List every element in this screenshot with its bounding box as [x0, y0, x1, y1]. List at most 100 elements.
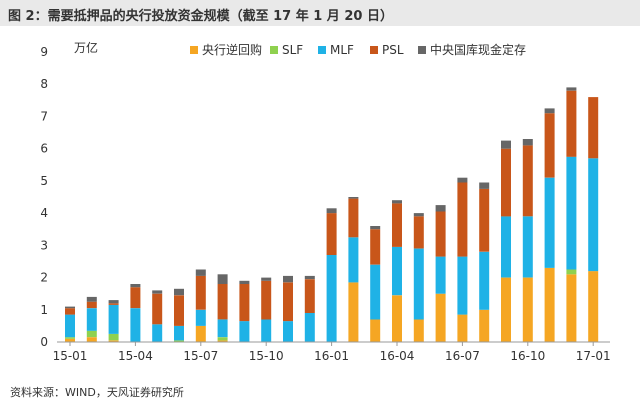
x-axis-ticks: 15-01 15-04 15-07 15-10 16-01 16-04 16-07 16-10…: [53, 342, 611, 363]
bar-segment-4: [566, 87, 577, 91]
bar-segment-3: [86, 301, 97, 309]
legend-label-3: PSL: [382, 43, 404, 57]
bar-segment-0: [457, 314, 468, 342]
bar-segment-2: [370, 264, 381, 320]
bar-segment-4: [413, 213, 424, 217]
bar-segment-3: [435, 211, 446, 257]
bar-segment-3: [413, 216, 424, 249]
bar-segment-4: [501, 140, 511, 149]
legend-label-0: 央行逆回购: [202, 42, 262, 57]
y-tick-label: 5: [40, 174, 48, 188]
bar-segment-3: [152, 293, 163, 325]
bar-segment-2: [239, 321, 250, 342]
bar-segment-3: [65, 308, 75, 315]
bar-segment-4: [195, 269, 206, 276]
bar-segment-2: [217, 319, 228, 338]
bar-segment-3: [501, 148, 511, 217]
bar-segment-3: [239, 284, 250, 322]
bar-segment-1: [65, 337, 75, 339]
bar-segment-4: [239, 280, 250, 284]
bar-segment-2: [413, 248, 424, 320]
bar-segment-4: [370, 226, 381, 230]
x-tick-label: 16-04: [380, 349, 415, 363]
bar-segment-0: [370, 319, 381, 342]
bar-segment-0: [544, 267, 555, 342]
legend-label-1: SLF: [282, 43, 303, 57]
bar-segment-2: [522, 216, 533, 278]
bar-segment-2: [348, 237, 359, 283]
bar-segment-3: [392, 203, 402, 247]
bar-segment-4: [261, 277, 272, 281]
y-tick-label: 1: [40, 303, 48, 317]
bar-segment-2: [566, 156, 577, 270]
y-tick-label: 9: [40, 45, 48, 59]
bar-segment-2: [283, 321, 293, 342]
bar-segment-0: [392, 295, 402, 342]
bar-segment-0: [348, 282, 359, 342]
y-tick-label: 7: [40, 109, 48, 123]
bar-segment-3: [217, 284, 228, 320]
y-tick-label: 8: [40, 77, 48, 91]
x-tick-label: 16-10: [510, 349, 545, 363]
y-axis-label: 万亿: [74, 40, 98, 55]
bar-segment-0: [413, 319, 424, 342]
bar-segment-3: [174, 295, 184, 326]
bar-segment-3: [457, 182, 468, 257]
bar-segment-4: [348, 197, 359, 199]
bar-segment-4: [65, 306, 75, 309]
bar-segment-2: [457, 256, 468, 315]
x-tick-label: 15-04: [118, 349, 153, 363]
bar-segment-0: [108, 340, 119, 342]
bar-segment-4: [522, 139, 533, 146]
x-tick-label: 16-01: [314, 349, 349, 363]
y-axis-ticks: 0 1 2 3 4 5 6 7 8 9: [40, 45, 48, 349]
bar-segment-1: [217, 337, 228, 341]
legend-label-4: 中央国库现金定存: [430, 42, 526, 57]
bar-segment-3: [108, 303, 119, 305]
bar-segment-3: [261, 280, 272, 320]
bar-segment-0: [86, 337, 97, 342]
bar-segment-2: [261, 319, 272, 342]
bar-segment-0: [501, 277, 511, 342]
x-tick-label: 15-10: [249, 349, 284, 363]
bars: [65, 87, 599, 342]
bar-segment-4: [304, 275, 315, 280]
bar-segment-2: [86, 308, 97, 331]
figure-title: 图 2：需要抵押品的央行投放资金规模（截至 17 年 1 月 20 日）: [0, 0, 640, 26]
bar-segment-4: [152, 290, 163, 294]
bar-segment-0: [195, 325, 206, 342]
stacked-bar-chart: 央行逆回购 SLF MLF PSL 中央国库现金定存 万亿 0 1 2 3 4 5 6 7 8 9 15-…: [40, 40, 611, 363]
bar-segment-2: [152, 324, 163, 342]
bar-segment-4: [479, 182, 490, 189]
legend-label-2: MLF: [330, 43, 354, 57]
bar-segment-4: [130, 284, 141, 288]
bar-segment-2: [130, 308, 141, 342]
bar-segment-3: [588, 97, 599, 159]
bar-segment-3: [130, 287, 141, 309]
bar-segment-0: [65, 338, 75, 342]
bar-segment-2: [304, 313, 315, 342]
chart-legend: 央行逆回购 SLF MLF PSL 中央国库现金定存: [190, 42, 526, 57]
x-tick-label: 15-01: [53, 349, 88, 363]
bar-segment-4: [457, 177, 468, 183]
bar-segment-0: [479, 309, 490, 342]
bar-segment-4: [435, 205, 446, 212]
bar-segment-0: [588, 271, 599, 342]
bar-segment-2: [108, 304, 119, 334]
y-tick-label: 3: [40, 238, 48, 252]
bar-segment-2: [195, 309, 206, 326]
bar-segment-2: [588, 158, 599, 272]
legend-swatch-4: [418, 46, 426, 54]
legend-swatch-1: [270, 46, 278, 54]
bar-segment-4: [86, 296, 97, 302]
bar-segment-1: [566, 269, 577, 275]
bar-segment-2: [65, 314, 75, 338]
bar-segment-3: [195, 275, 206, 310]
bar-segment-2: [326, 255, 337, 342]
bar-segment-0: [522, 277, 533, 342]
bar-segment-3: [566, 90, 577, 157]
bar-segment-1: [174, 340, 184, 342]
y-tick-label: 2: [40, 271, 48, 285]
bar-segment-3: [283, 282, 293, 322]
y-tick-label: 4: [40, 206, 48, 220]
